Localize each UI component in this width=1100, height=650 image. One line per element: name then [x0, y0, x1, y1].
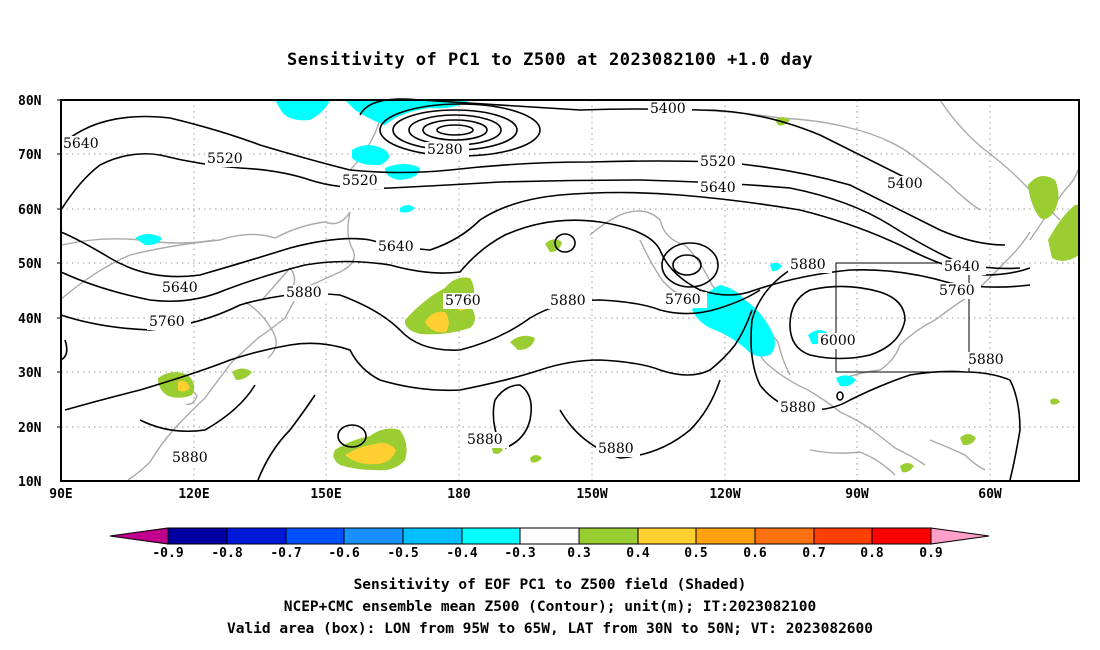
sensitivity-shading	[135, 100, 1079, 473]
latitude-axis: 80N 70N 60N 50N 40N 30N 20N 10N	[18, 94, 61, 490]
caption-contour: NCEP+CMC ensemble mean Z500 (Contour); u…	[283, 599, 817, 615]
colorbar-swatch	[871, 527, 932, 545]
contour-label: 5640	[162, 280, 198, 296]
lon-label: 60W	[978, 487, 1002, 502]
colorbar-label: -0.9	[152, 546, 183, 561]
colorbar-label: -0.3	[504, 546, 535, 561]
colorbar-label: -0.8	[211, 546, 242, 561]
colorbar-swatch	[226, 527, 287, 545]
colorbar-swatch	[343, 527, 404, 545]
colorbar-label: 0.5	[684, 546, 707, 561]
lat-label: 50N	[18, 257, 42, 272]
lon-label: 150W	[576, 487, 607, 502]
lat-label: 80N	[18, 94, 42, 109]
colorbar-label: 0.6	[743, 546, 767, 561]
colorbar-label: -0.7	[270, 546, 301, 561]
colorbar-swatch	[519, 527, 580, 545]
map-title: Sensitivity of PC1 to Z500 at 2023082100…	[286, 50, 813, 70]
contour-label-group: 5640 5520 5280 5400 5520 5640 5400 5520 …	[62, 101, 1010, 466]
lon-label: 90W	[845, 487, 869, 502]
contour-label: 5880	[467, 432, 503, 448]
lat-label: 70N	[18, 148, 42, 163]
colorbar-swatch	[461, 527, 521, 545]
colorbar-label: 0.8	[860, 546, 884, 561]
contour-label: 5400	[887, 176, 923, 192]
contour-label: 5760	[149, 314, 185, 330]
contour-label: 5640	[700, 180, 736, 196]
colorbar-swatch	[167, 527, 228, 545]
lon-label: 90E	[49, 487, 72, 502]
colorbar-label: -0.5	[387, 546, 418, 561]
lat-label: 60N	[18, 203, 42, 218]
map-frame	[60, 99, 1080, 482]
contour-label: 5760	[939, 283, 975, 299]
colorbar-swatch	[637, 527, 697, 545]
colorbar: -0.9 -0.8 -0.7 -0.6 -0.5 -0.4 -0.3 0.3 0…	[109, 527, 990, 561]
caption-valid-area: Valid area (box): LON from 95W to 65W, L…	[226, 621, 873, 637]
colorbar-label: -0.4	[446, 546, 477, 561]
colorbar-swatch	[285, 527, 345, 545]
lon-label: 150E	[310, 487, 341, 502]
lat-label: 30N	[18, 366, 42, 381]
colorbar-label: 0.3	[567, 546, 590, 561]
caption-shading: Sensitivity of EOF PC1 to Z500 field (Sh…	[353, 577, 747, 593]
longitude-axis: 90E 120E 150E 180 150W 120W 90W 60W	[49, 487, 1002, 502]
colorbar-swatch	[402, 527, 463, 545]
contour-label: 5280	[427, 142, 463, 158]
contour-label: 5520	[700, 154, 736, 170]
colorbar-swatch	[578, 527, 639, 545]
colorbar-label: 0.7	[802, 546, 825, 561]
contour-label: 5520	[342, 173, 378, 189]
contour-label: 6000	[820, 333, 856, 349]
lon-label: 120W	[709, 487, 740, 502]
contour-label: 5760	[665, 292, 701, 308]
contour-label: 5640	[378, 239, 414, 255]
caption-block: Sensitivity of EOF PC1 to Z500 field (Sh…	[0, 574, 1100, 640]
z500-contours	[60, 98, 1031, 481]
contour-label: 5520	[207, 151, 243, 167]
contour-label: 5880	[172, 450, 208, 466]
colorbar-label: 0.9	[919, 546, 942, 561]
lon-label: 180	[447, 487, 471, 502]
colorbar-swatch	[695, 527, 756, 545]
coastlines	[59, 99, 1079, 481]
lon-label: 120E	[178, 487, 209, 502]
contour-label: 5880	[286, 285, 322, 301]
colorbar-label: -0.6	[328, 546, 359, 561]
contour-label: 5880	[550, 293, 586, 309]
valid-area-box	[835, 262, 970, 373]
contour-label: 5640	[944, 259, 980, 275]
colorbar-left-arrow	[109, 527, 169, 545]
colorbar-right-arrow	[930, 527, 990, 545]
contour-label: 5400	[650, 101, 686, 117]
lat-label: 20N	[18, 421, 42, 436]
contour-label: 5640	[63, 136, 99, 152]
lat-label: 10N	[18, 475, 42, 490]
contour-label: 5880	[968, 352, 1004, 368]
contour-label: 5880	[780, 400, 816, 416]
colorbar-swatch	[813, 527, 873, 545]
colorbar-label: 0.4	[626, 546, 650, 561]
contour-label: 5760	[445, 293, 481, 309]
lat-label: 40N	[18, 312, 42, 327]
colorbar-swatch	[754, 527, 815, 545]
contour-label: 5880	[598, 441, 634, 457]
contour-label: 5880	[790, 257, 826, 273]
